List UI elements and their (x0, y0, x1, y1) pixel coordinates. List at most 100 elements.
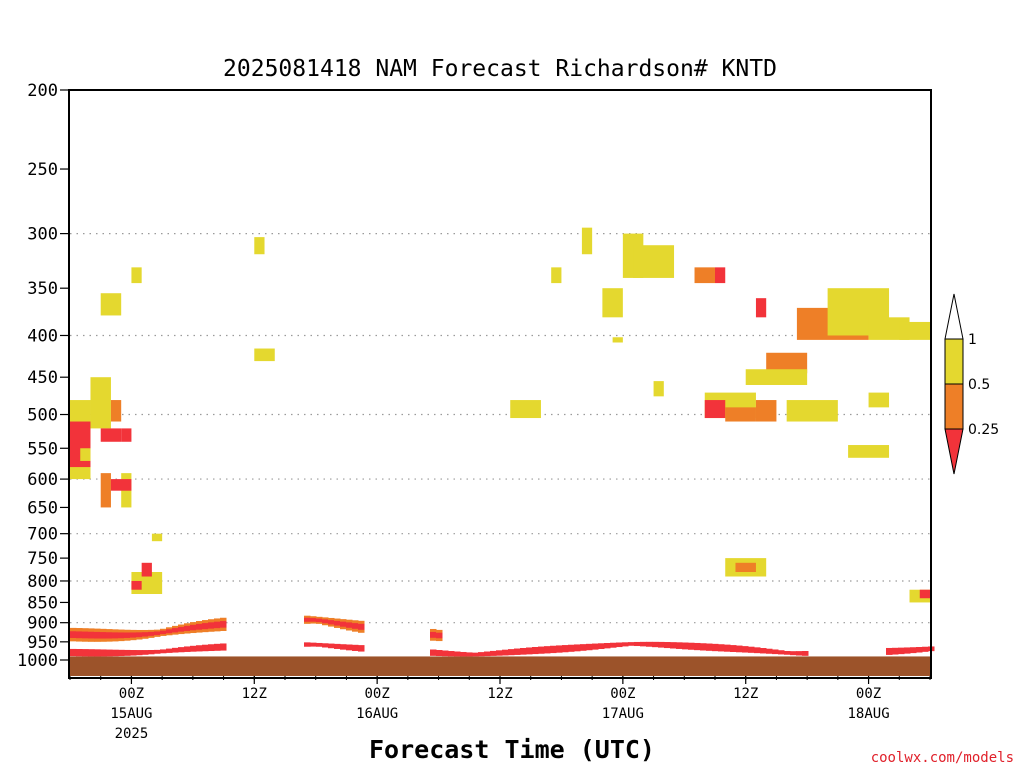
layer-cell-core (148, 631, 155, 636)
layer-cell (190, 645, 197, 652)
heatmap-cell (80, 448, 91, 461)
layer-cell (514, 648, 521, 655)
layer-cell (604, 643, 611, 649)
layer-cell (766, 648, 773, 654)
colorbar-label: 0.25 (968, 422, 999, 438)
x-tick-date: 16AUG (356, 706, 398, 722)
layer-cell (664, 642, 671, 649)
y-tick-label: 700 (27, 525, 58, 545)
layer-cell (136, 650, 143, 656)
heatmap-cell (694, 267, 715, 284)
y-tick-label: 400 (27, 326, 58, 346)
colorbar-label: 1 (968, 332, 977, 348)
heatmap-cell (100, 473, 111, 508)
layer-cell (580, 644, 587, 651)
layer-cell (202, 644, 209, 652)
colorbar-bin (944, 383, 964, 430)
layer-cell (802, 650, 809, 656)
heatmap-cell (581, 227, 593, 255)
layer-cell-core (208, 622, 215, 629)
layer-cell-core (166, 629, 173, 634)
x-tick-label: 00Z (856, 686, 881, 702)
layer-cell (682, 642, 689, 650)
layer-cell-core (436, 632, 443, 639)
x-tick-date: 18AUG (847, 706, 889, 722)
layer-cell-core (310, 618, 317, 622)
layer-cell (196, 645, 203, 652)
layer-cell (328, 643, 335, 649)
layer-cell (730, 645, 737, 652)
layer-cell-core (346, 622, 353, 628)
layer-cell (178, 647, 185, 653)
layer-cell-core (316, 618, 323, 623)
heatmap-cell (151, 533, 163, 542)
heatmap-cell (704, 400, 726, 419)
layer-cell-core (88, 631, 95, 639)
layer-cell (652, 641, 659, 648)
layer-cell (304, 642, 311, 647)
layer-cell (910, 647, 917, 654)
layer-cell (508, 649, 515, 656)
y-tick-label: 200 (27, 81, 58, 101)
layer-cell (76, 649, 83, 657)
y-tick-label: 800 (27, 572, 58, 592)
layer-cell (670, 642, 677, 649)
heatmap-cell (100, 293, 122, 316)
heatmap-cells (70, 227, 935, 676)
layer-cell (562, 645, 569, 653)
layer-cell (340, 644, 347, 650)
layer-cell (886, 647, 893, 655)
layer-cell (796, 651, 803, 656)
heatmap-cell (551, 267, 562, 284)
layer-cell (460, 651, 467, 657)
layer-cell (550, 645, 557, 654)
layer-cell (466, 652, 473, 657)
y-tick-label: 250 (27, 160, 58, 180)
layer-cell-core (358, 623, 365, 630)
layer-cell (892, 647, 899, 655)
layer-cell (154, 649, 161, 654)
layer-cell (220, 643, 227, 651)
layer-cell (922, 646, 929, 652)
layer-cell (322, 643, 329, 648)
heatmap-cell (919, 589, 930, 599)
layer-cell (640, 641, 647, 647)
y-tick-label: 850 (27, 593, 58, 613)
x-tick-label: 12Z (242, 686, 267, 702)
layer-cell-core (142, 632, 149, 637)
layer-cell (532, 646, 539, 655)
heatmap-cell (510, 400, 541, 419)
layer-cell-core (154, 631, 161, 636)
x-tick-year: 2025 (115, 726, 149, 742)
heatmap-cell (121, 428, 132, 442)
heatmap-cell (110, 479, 132, 491)
heatmap-cell (715, 267, 726, 284)
y-axis: 200 250 300 350 400 450 500 550 600 650 700 750 8008… (17, 81, 70, 671)
heatmap-cell (735, 562, 756, 573)
layer-cell-core (304, 617, 311, 622)
layer-cell (784, 651, 791, 655)
layer-cell (478, 652, 485, 657)
layer-cell (496, 650, 503, 656)
layer-cell (208, 644, 215, 652)
layer-cell-core (100, 632, 107, 639)
layer-cell (520, 647, 527, 655)
x-tick-label: 00Z (610, 686, 635, 702)
chart-title: 2025081418 NAM Forecast Richardson# KNTD (223, 56, 777, 82)
x-tick-date: 17AUG (602, 706, 644, 722)
layer-cell-core (94, 631, 101, 639)
layer-cell (448, 651, 455, 657)
layer-cell (706, 643, 713, 651)
layer-cell (82, 649, 89, 657)
heatmap-cell (786, 400, 838, 422)
layer-cell (472, 652, 479, 657)
layer-cell (568, 644, 575, 652)
y-tick-label: 650 (27, 498, 58, 518)
layer-cell (142, 650, 149, 655)
heatmap-cell (602, 288, 623, 318)
colorbar: 1 0.5 0.25 (944, 293, 999, 475)
layer-cell (724, 644, 731, 652)
heatmap-cell (745, 369, 808, 385)
layer-cell-core (172, 628, 179, 633)
